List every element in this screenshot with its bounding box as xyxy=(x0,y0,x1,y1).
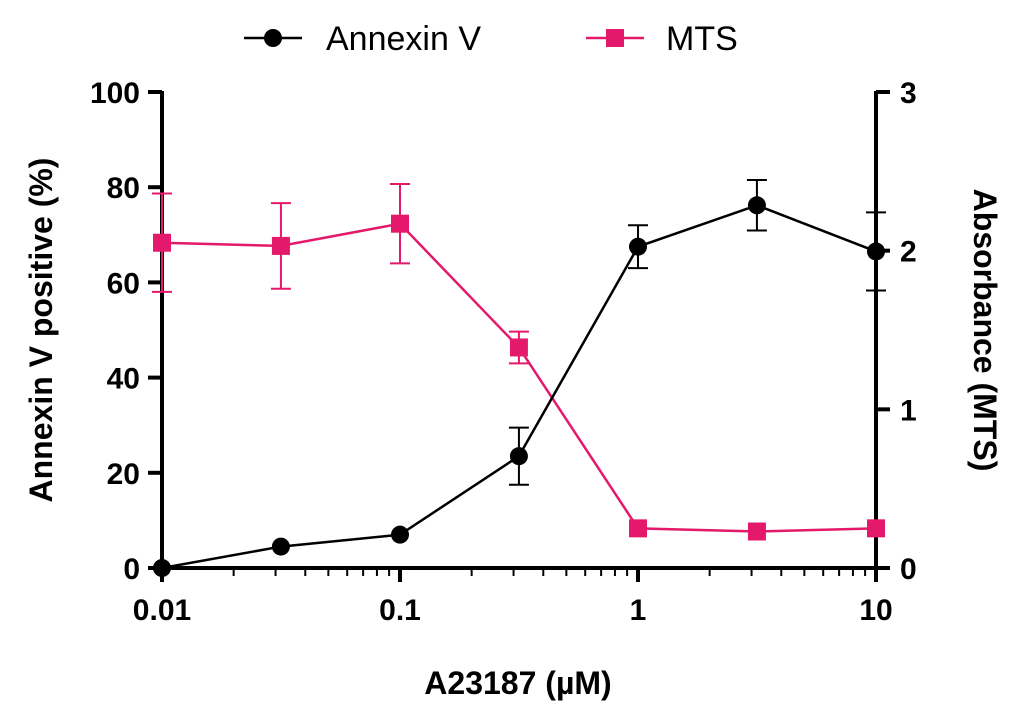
data-point-annexin-v xyxy=(391,525,409,544)
y2-axis-title: Absorbance (MTS) xyxy=(967,189,1003,472)
x-tick-label: 1 xyxy=(630,594,647,627)
data-point-annexin-v xyxy=(747,196,766,215)
legend-marker xyxy=(606,29,624,47)
y-tick-label: 20 xyxy=(107,458,140,491)
legend: Annexin V MTS xyxy=(244,20,738,58)
data-point-annexin-v xyxy=(867,242,885,261)
y2-tick-label: 2 xyxy=(900,236,917,269)
legend-item-annexin-v: Annexin V xyxy=(244,20,481,58)
y-tick-label: 60 xyxy=(107,267,140,300)
data-point-annexin-v xyxy=(629,237,647,256)
data-point-annexin-v xyxy=(153,559,171,577)
data-point-mts xyxy=(391,214,409,233)
series-mts xyxy=(152,183,885,541)
series-annexin-v xyxy=(153,179,886,577)
x-axis-title: A23187 (µM) xyxy=(424,665,611,701)
data-point-annexin-v xyxy=(271,537,290,556)
data-point-mts xyxy=(509,338,528,357)
legend-item-mts: MTS xyxy=(586,20,738,58)
y-axis-title: Annexin V positive (%) xyxy=(23,158,59,503)
data-point-mts xyxy=(747,522,766,541)
legend-label: Annexin V xyxy=(326,20,481,58)
y-tick-label: 100 xyxy=(90,77,140,110)
y-tick-label: 80 xyxy=(107,172,140,205)
y2-tick-label: 0 xyxy=(900,553,917,586)
y2-tick-label: 3 xyxy=(900,77,917,110)
series-line-annexin-v xyxy=(161,203,877,570)
legend-marker xyxy=(264,29,282,47)
data-point-mts xyxy=(153,233,171,252)
y2-tick-label: 1 xyxy=(900,394,917,427)
legend-label: MTS xyxy=(666,20,738,58)
y-tick-label: 40 xyxy=(107,363,140,396)
y-tick-label: 0 xyxy=(123,553,140,586)
data-point-mts xyxy=(629,519,647,538)
x-tick-label: 10 xyxy=(859,594,892,627)
series-layer xyxy=(152,179,886,577)
x-tick-label: 0.01 xyxy=(133,594,191,627)
x-tick-label: 0.1 xyxy=(379,594,421,627)
data-point-mts xyxy=(867,519,885,538)
axes: 0 20 40 60 80 100 0 1 2 3 0.01 0.1 1 10 xyxy=(90,77,917,627)
data-point-mts xyxy=(271,236,290,255)
data-point-annexin-v xyxy=(509,447,528,466)
